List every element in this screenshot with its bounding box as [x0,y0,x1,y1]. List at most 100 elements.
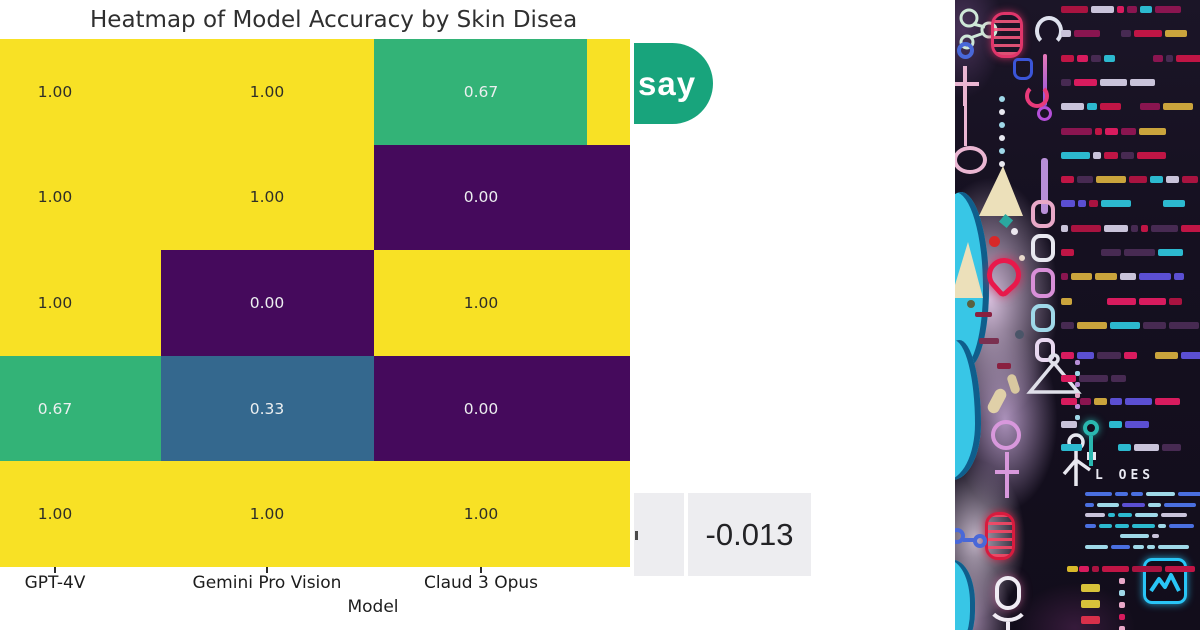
heatmap-cell-partial [587,250,630,357]
dash-row [1061,398,1193,405]
dash-row [1061,273,1193,281]
dotted-column [1119,578,1125,584]
dash-row [1061,200,1193,208]
dash-row [1061,151,1193,159]
heatmap-cell [374,39,587,146]
pin-icon [1043,54,1047,106]
dash [979,338,999,344]
dash-row [1061,78,1193,86]
coil-icon [985,512,1015,560]
heatmap-cell-value: 1.00 [249,188,285,207]
heatmap-cell [0,39,161,146]
heatmap-cell-value: 0.67 [37,399,73,418]
chain-icon [1031,304,1055,332]
chain-icon [1031,200,1055,228]
female-symbol-icon [995,470,1019,474]
badge-icon [1013,58,1033,80]
pill-button[interactable]: say [634,43,713,124]
triangle-icon [979,166,1023,216]
x-tick-label: Claud 3 Opus [423,573,539,593]
dash-row [1061,224,1200,232]
dot [1011,228,1018,235]
metric-box: -0.013 [688,493,811,576]
microphone-icon [986,580,1030,622]
dot [1019,255,1025,261]
heatmap-cell-value: 1.00 [249,82,285,101]
dash-row [1061,176,1198,184]
dash-row [1061,30,1193,38]
dash-row [1061,6,1193,13]
heatmap-cell-value: 1.00 [37,505,73,524]
ring-icon [957,42,974,59]
decorative-ai-art: L OES [955,0,1200,630]
heatmap-cell-value: 1.00 [463,294,499,312]
heatmap-cell-partial [587,355,630,462]
clipped-mark [635,531,638,540]
horseshoe-icon [1025,84,1049,108]
dash-row [1061,249,1193,256]
bar-icon [1041,158,1048,214]
barbell-icon [955,528,965,544]
dash-row [1061,321,1199,329]
metric-box-empty [634,493,684,576]
plus-icon [963,66,967,106]
heatmap-cell-value: 0.33 [249,399,285,418]
heatmap-cell [374,355,587,462]
heatmap-cell-value: 1.00 [249,505,285,524]
heatmap-cell [161,250,374,357]
heatmap-cell [374,250,587,357]
heatmap-cell-value: 1.00 [37,82,73,101]
x-tick [266,567,268,573]
female-symbol-icon [1005,452,1009,498]
dot [1015,330,1024,339]
chain-icon [1031,234,1055,262]
dot [989,236,1000,247]
dash-row [1061,444,1193,451]
key-icon [1083,420,1099,436]
metric-value: -0.013 [705,516,794,552]
heatmap-cell [161,461,374,567]
x-tick [480,567,482,573]
heatmap-cell-value: 1.00 [463,505,499,524]
horseshoe-icon [1035,16,1063,46]
heatmap-cell [161,144,374,251]
dash [997,363,1011,369]
dash-row [1061,297,1193,305]
pin-ring-icon [1037,106,1052,121]
cyan-blob-icon [955,560,975,630]
blob [985,386,1009,416]
dotted-column [1075,360,1080,365]
dash [975,312,992,317]
heatmap-cell [161,355,374,462]
heatmap-cell [0,144,161,251]
x-tick-label: Gemini Pro Vision [192,573,342,593]
square-icon [998,213,1014,229]
heatmap-cell-value: 1.00 [37,188,73,207]
heatmap-cell-partial [587,144,630,251]
bead-icon [999,96,1005,102]
heatmap-cell-value: 1.00 [37,294,73,312]
dash-row [1085,492,1200,496]
heatmap-cell [0,250,161,357]
dash-row [1061,54,1200,62]
art-caption: L OES [1095,468,1155,483]
heatmap-cell-partial [587,461,630,567]
x-tick [54,567,56,573]
dash-row [1085,502,1196,507]
key-icon [1089,436,1093,466]
dash-row [1085,544,1191,549]
chain-icon [1035,338,1055,362]
dash-row [1061,127,1193,135]
heatmap-cell [374,144,587,251]
barbell-icon [963,538,977,542]
dash-row [1061,421,1193,428]
dash-row [1085,534,1191,538]
heatmap-cell-value: 0.67 [463,82,499,101]
dash-row [1085,513,1191,517]
heatmap-cell [0,461,161,567]
plus-icon [955,82,979,86]
coil-icon [991,12,1023,58]
heatmap-cell [0,355,161,462]
dash-row [1061,375,1193,382]
